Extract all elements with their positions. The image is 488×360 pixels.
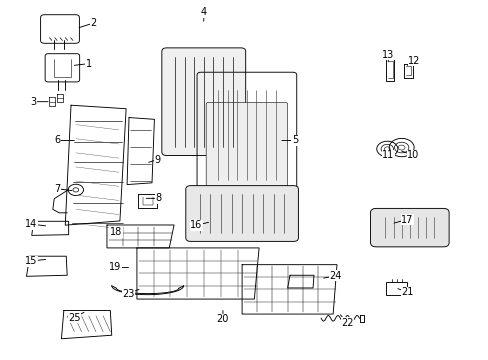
Text: 6: 6 (55, 135, 61, 145)
Text: 18: 18 (110, 227, 122, 237)
Text: 15: 15 (25, 256, 38, 266)
Text: 9: 9 (154, 154, 160, 165)
Text: 17: 17 (401, 215, 413, 225)
Text: 11: 11 (381, 150, 394, 160)
FancyBboxPatch shape (185, 186, 298, 242)
Text: 20: 20 (216, 314, 229, 324)
Text: 8: 8 (155, 193, 161, 203)
Text: 4: 4 (200, 8, 206, 17)
Text: 25: 25 (68, 312, 81, 323)
Bar (386, 282, 407, 295)
Text: 3: 3 (31, 97, 37, 107)
Text: 24: 24 (329, 271, 341, 281)
Text: 1: 1 (85, 59, 92, 68)
Text: 10: 10 (406, 150, 418, 160)
Text: 7: 7 (54, 184, 61, 194)
FancyBboxPatch shape (206, 102, 287, 201)
Text: 13: 13 (381, 50, 394, 60)
Text: 19: 19 (109, 262, 121, 273)
Text: 22: 22 (341, 318, 353, 328)
Text: 16: 16 (190, 220, 203, 230)
Text: 23: 23 (122, 289, 134, 298)
FancyBboxPatch shape (162, 48, 245, 156)
Text: 21: 21 (401, 287, 413, 297)
FancyBboxPatch shape (370, 208, 448, 247)
Text: 14: 14 (25, 219, 37, 229)
Text: 5: 5 (291, 135, 297, 145)
Text: 2: 2 (90, 18, 97, 28)
Text: 12: 12 (407, 56, 420, 66)
